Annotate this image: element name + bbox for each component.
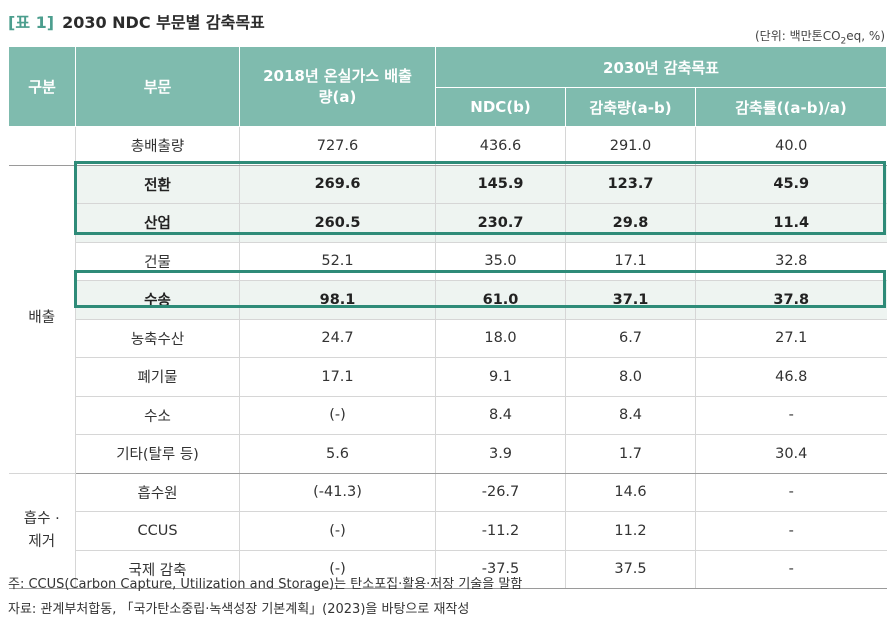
value-ndc: -37.5 (435, 550, 566, 589)
sector-cell: 총배출량 (75, 126, 240, 166)
value-rate: 27.1 (694, 319, 887, 358)
value-reduction: 29.8 (565, 203, 696, 243)
value-ndc: 9.1 (435, 357, 566, 397)
value-ndc: -26.7 (435, 473, 566, 512)
header-group: 구분 (8, 46, 76, 127)
value-2018: (-41.3) (239, 473, 436, 512)
value-ndc: 35.0 (435, 242, 566, 281)
table-row: CCUS (-) -11.2 11.2 - (9, 511, 887, 551)
value-ndc: 61.0 (435, 280, 566, 320)
table-row: 수송 98.1 61.0 37.1 37.8 (9, 280, 887, 320)
value-ndc: 145.9 (435, 165, 566, 204)
table-row: 건물 52.1 35.0 17.1 32.8 (9, 242, 887, 281)
footnote-note: 주: CCUS(Carbon Capture, Utilization and … (8, 577, 523, 592)
value-reduction: 11.2 (565, 511, 696, 551)
value-rate: 30.4 (694, 434, 887, 474)
value-ndc: 3.9 (435, 434, 566, 474)
value-rate: 46.8 (694, 357, 887, 397)
value-reduction: 37.1 (565, 280, 696, 320)
sector-cell: CCUS (75, 511, 240, 551)
footnote-source: 자료: 관계부처합동, 「국가탄소중립·녹색성장 기본계획」(2023)을 바탕… (8, 602, 470, 617)
table-title: 2030 NDC 부문별 감축목표 (62, 13, 265, 32)
unit-label: (단위: 백만톤CO2eq, %) (754, 29, 885, 47)
value-ndc: 8.4 (435, 396, 566, 435)
value-reduction: 14.6 (565, 473, 696, 512)
value-ndc: 436.6 (435, 126, 566, 166)
value-reduction: 8.4 (565, 396, 696, 435)
sector-cell: 산업 (75, 203, 240, 243)
value-reduction: 17.1 (565, 242, 696, 281)
value-2018: 5.6 (239, 434, 436, 474)
sector-cell: 흡수원 (75, 473, 240, 512)
value-rate: - (694, 511, 887, 551)
sector-cell: 폐기물 (75, 357, 240, 397)
value-ndc: -11.2 (435, 511, 566, 551)
value-2018: (-) (239, 550, 436, 589)
value-rate: 11.4 (694, 203, 887, 243)
value-2018: 260.5 (239, 203, 436, 243)
ndc-table: 구분 부문 2018년 온실가스 배출량(a) 2030년 감축목표 NDC(b… (8, 46, 888, 589)
value-rate: 32.8 (694, 242, 887, 281)
value-2018: 24.7 (239, 319, 436, 358)
table-row: 흡수 · 제거 흡수원 (-41.3) -26.7 14.6 - (8, 473, 887, 589)
value-2018: 17.1 (239, 357, 436, 397)
table-row: 수소 (-) 8.4 8.4 - (9, 396, 887, 435)
sector-cell: 농축수산 (75, 319, 240, 358)
group-emission: 배출 (8, 165, 76, 474)
header-sector: 부문 (75, 46, 240, 127)
header-rate: 감축률((a-b)/a) (694, 87, 888, 127)
value-ndc: 230.7 (435, 203, 566, 243)
value-reduction: 1.7 (565, 434, 696, 474)
header-reduction: 감축량(a-b) (565, 87, 696, 127)
value-rate: 37.8 (694, 280, 887, 320)
sector-cell: 수소 (75, 396, 240, 435)
table-row-total: 총배출량 727.6 436.6 291.0 40.0 (8, 126, 887, 166)
header-2018: 2018년 온실가스 배출량(a) (239, 46, 436, 127)
value-2018: 727.6 (239, 126, 436, 166)
sector-cell: 수송 (75, 280, 240, 320)
value-reduction: 123.7 (565, 165, 696, 204)
value-reduction: 291.0 (565, 126, 696, 166)
value-2018: (-) (239, 511, 436, 551)
value-reduction: 8.0 (565, 357, 696, 397)
sector-cell: 전환 (75, 165, 240, 204)
value-rate: - (694, 396, 887, 435)
header-2030: 2030년 감축목표 (434, 46, 888, 88)
value-rate: - (694, 550, 887, 589)
value-2018: 52.1 (239, 242, 436, 281)
value-2018: 269.6 (239, 165, 436, 204)
sector-cell: 기타(탈루 등) (75, 434, 240, 474)
value-rate: 45.9 (694, 165, 887, 204)
footnotes: 주: CCUS(Carbon Capture, Utilization and … (8, 572, 522, 622)
table-row: 기타(탈루 등) 5.6 3.9 1.7 30.4 (9, 434, 887, 474)
group-absorb: 흡수 · 제거 (8, 473, 76, 589)
table-row: 국제 감축 (-) -37.5 37.5 - (9, 550, 887, 589)
title-row: [표 1] 2030 NDC 부문별 감축목표 (8, 8, 265, 34)
table-row: 배출 전환 269.6 145.9 123.7 45.9 (8, 165, 887, 474)
value-2018: (-) (239, 396, 436, 435)
table-row: 산업 260.5 230.7 29.8 11.4 (9, 203, 887, 243)
value-ndc: 18.0 (435, 319, 566, 358)
group-cell (8, 126, 76, 166)
value-rate: 40.0 (694, 126, 887, 166)
value-reduction: 37.5 (565, 550, 696, 589)
sector-cell: 국제 감축 (75, 550, 240, 589)
table-tag: [표 1] (8, 13, 55, 32)
header-ndc: NDC(b) (435, 87, 566, 127)
value-2018: 98.1 (239, 280, 436, 320)
table-row: 폐기물 17.1 9.1 8.0 46.8 (9, 357, 887, 397)
value-reduction: 6.7 (565, 319, 696, 358)
table-row: 농축수산 24.7 18.0 6.7 27.1 (9, 319, 887, 358)
value-rate: - (694, 473, 887, 512)
sector-cell: 건물 (75, 242, 240, 281)
